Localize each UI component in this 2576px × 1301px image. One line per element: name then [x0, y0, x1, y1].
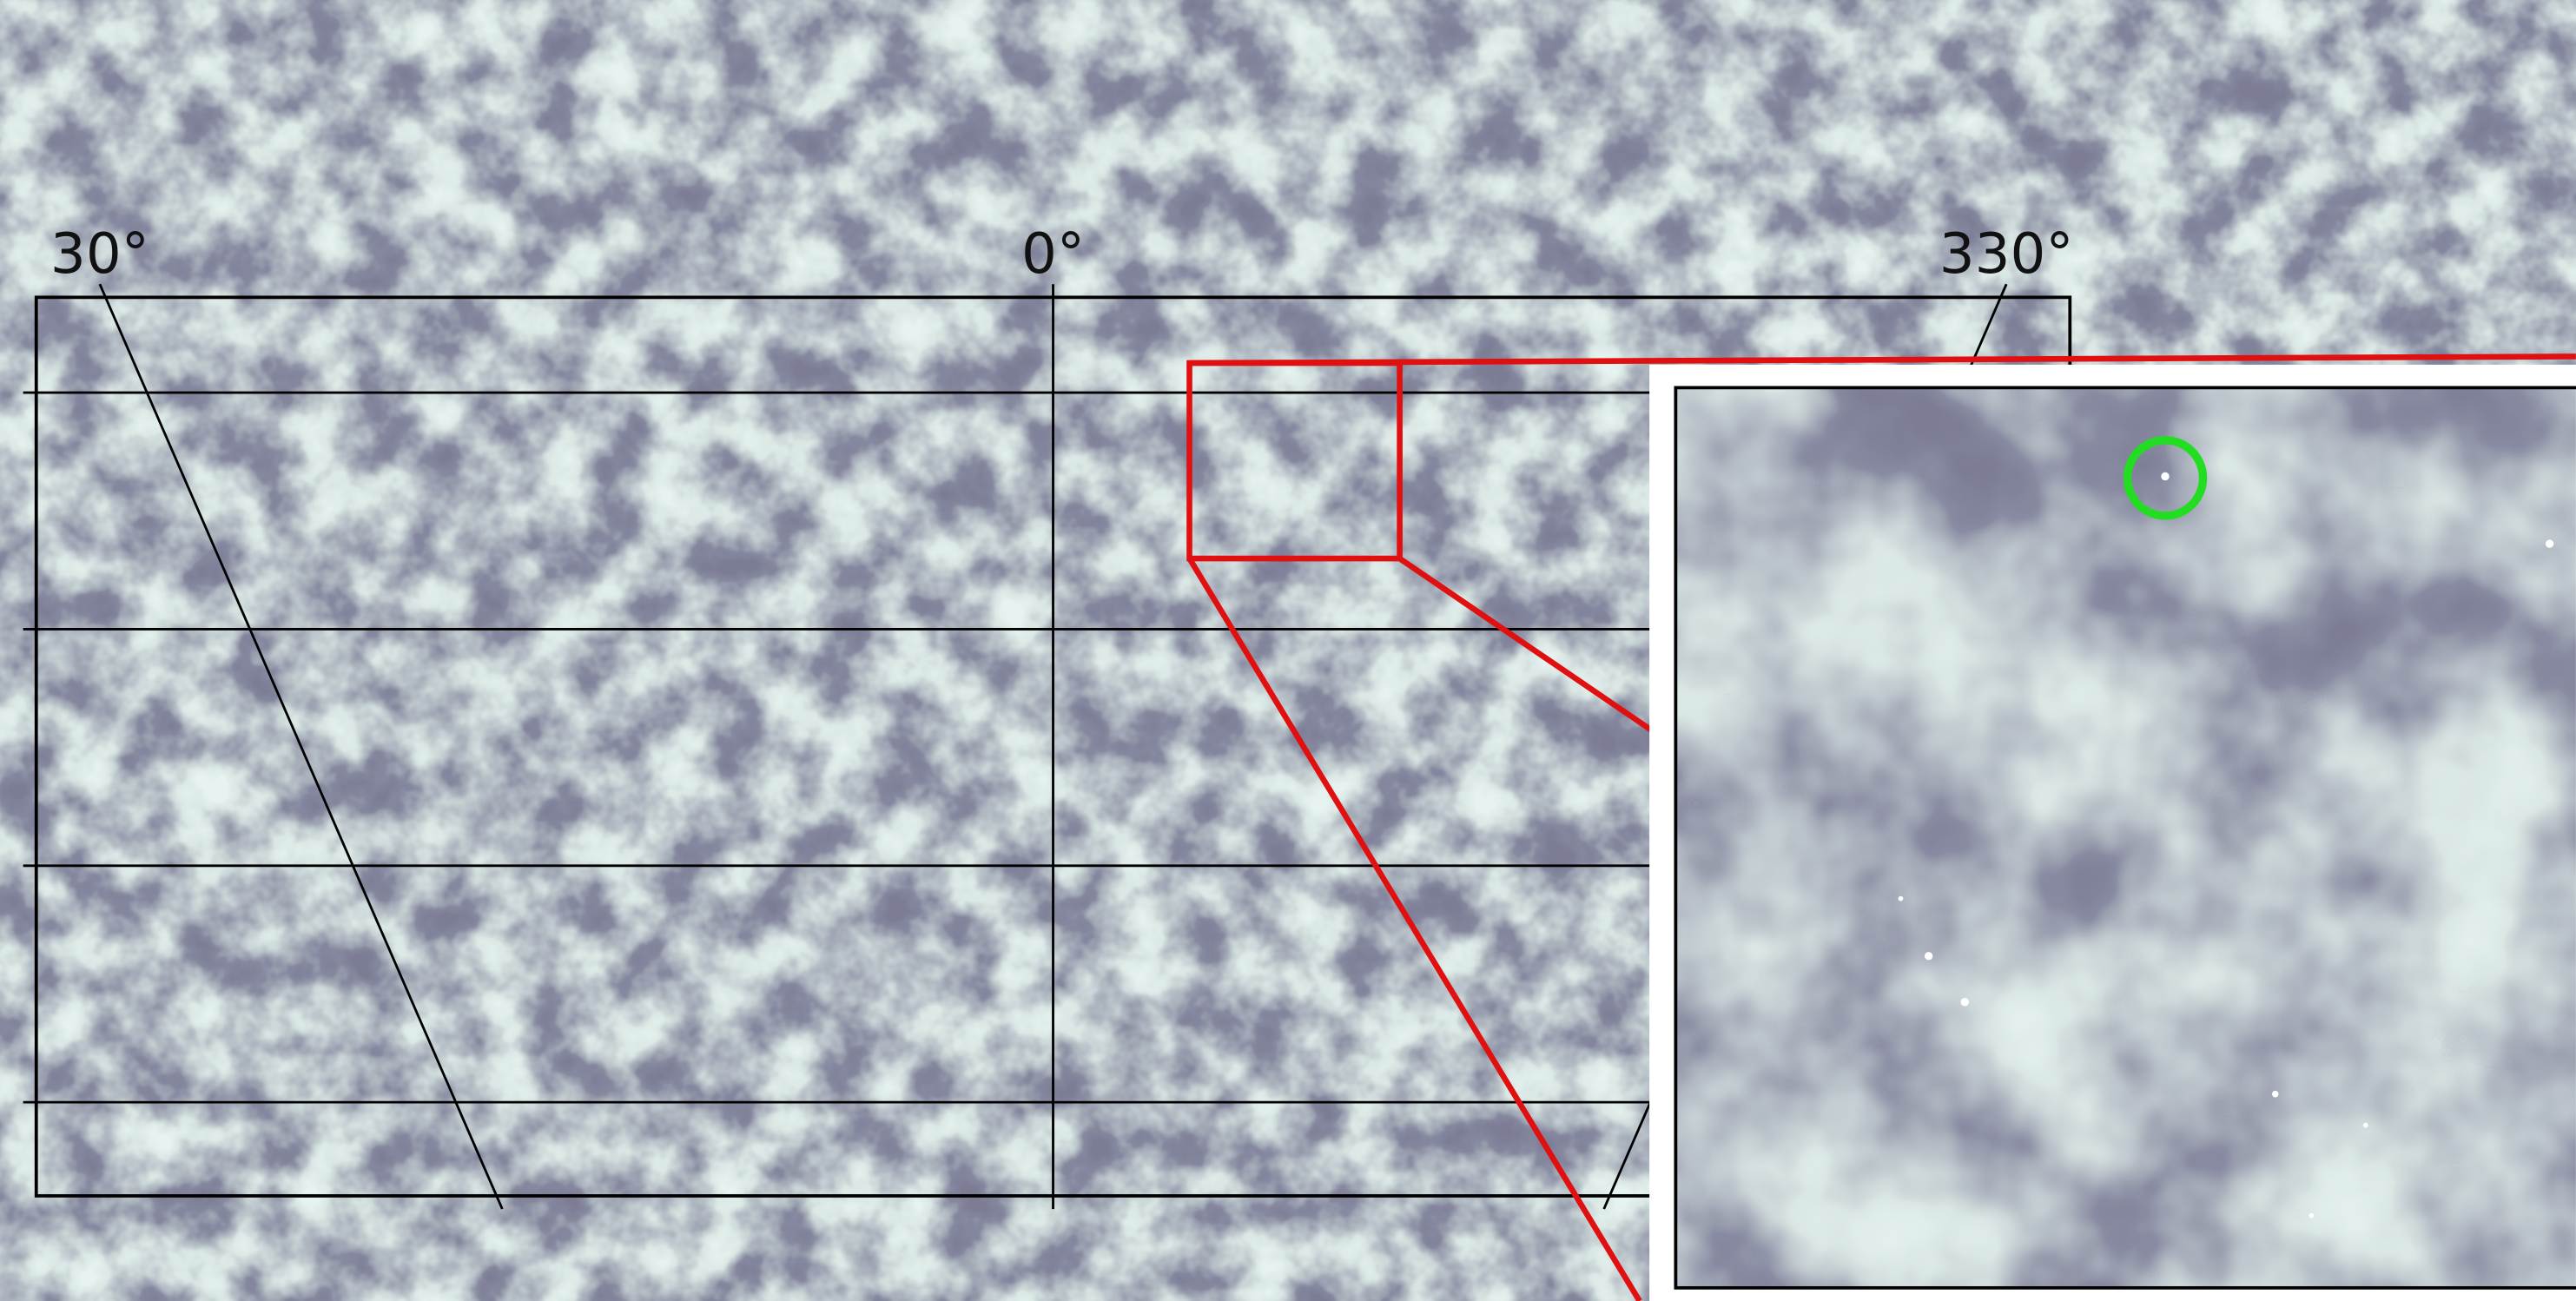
- x-tick-label: 30°: [50, 221, 149, 287]
- figure: CMB_Map Right Ascension 30° 0° 330°: [0, 0, 2576, 1301]
- point-source: [1925, 952, 1932, 960]
- point-source: [2309, 1213, 2315, 1218]
- point-source: [2161, 472, 2169, 480]
- inset-map: [1675, 387, 2575, 1287]
- x-tick-label: 0°: [1021, 221, 1085, 287]
- point-source: [1961, 998, 1969, 1006]
- page: {"chart_data": {"type": "image", "title"…: [0, 0, 2576, 1301]
- point-source: [2272, 1091, 2279, 1098]
- x-axis-label: Right Ascension: [829, 133, 1276, 198]
- point-source: [2546, 539, 2553, 547]
- point-source: [1899, 896, 1904, 901]
- point-source: [2363, 1123, 2368, 1128]
- chart-title: CMB_Map: [894, 35, 1212, 111]
- x-tick-label: 330°: [1939, 221, 2074, 287]
